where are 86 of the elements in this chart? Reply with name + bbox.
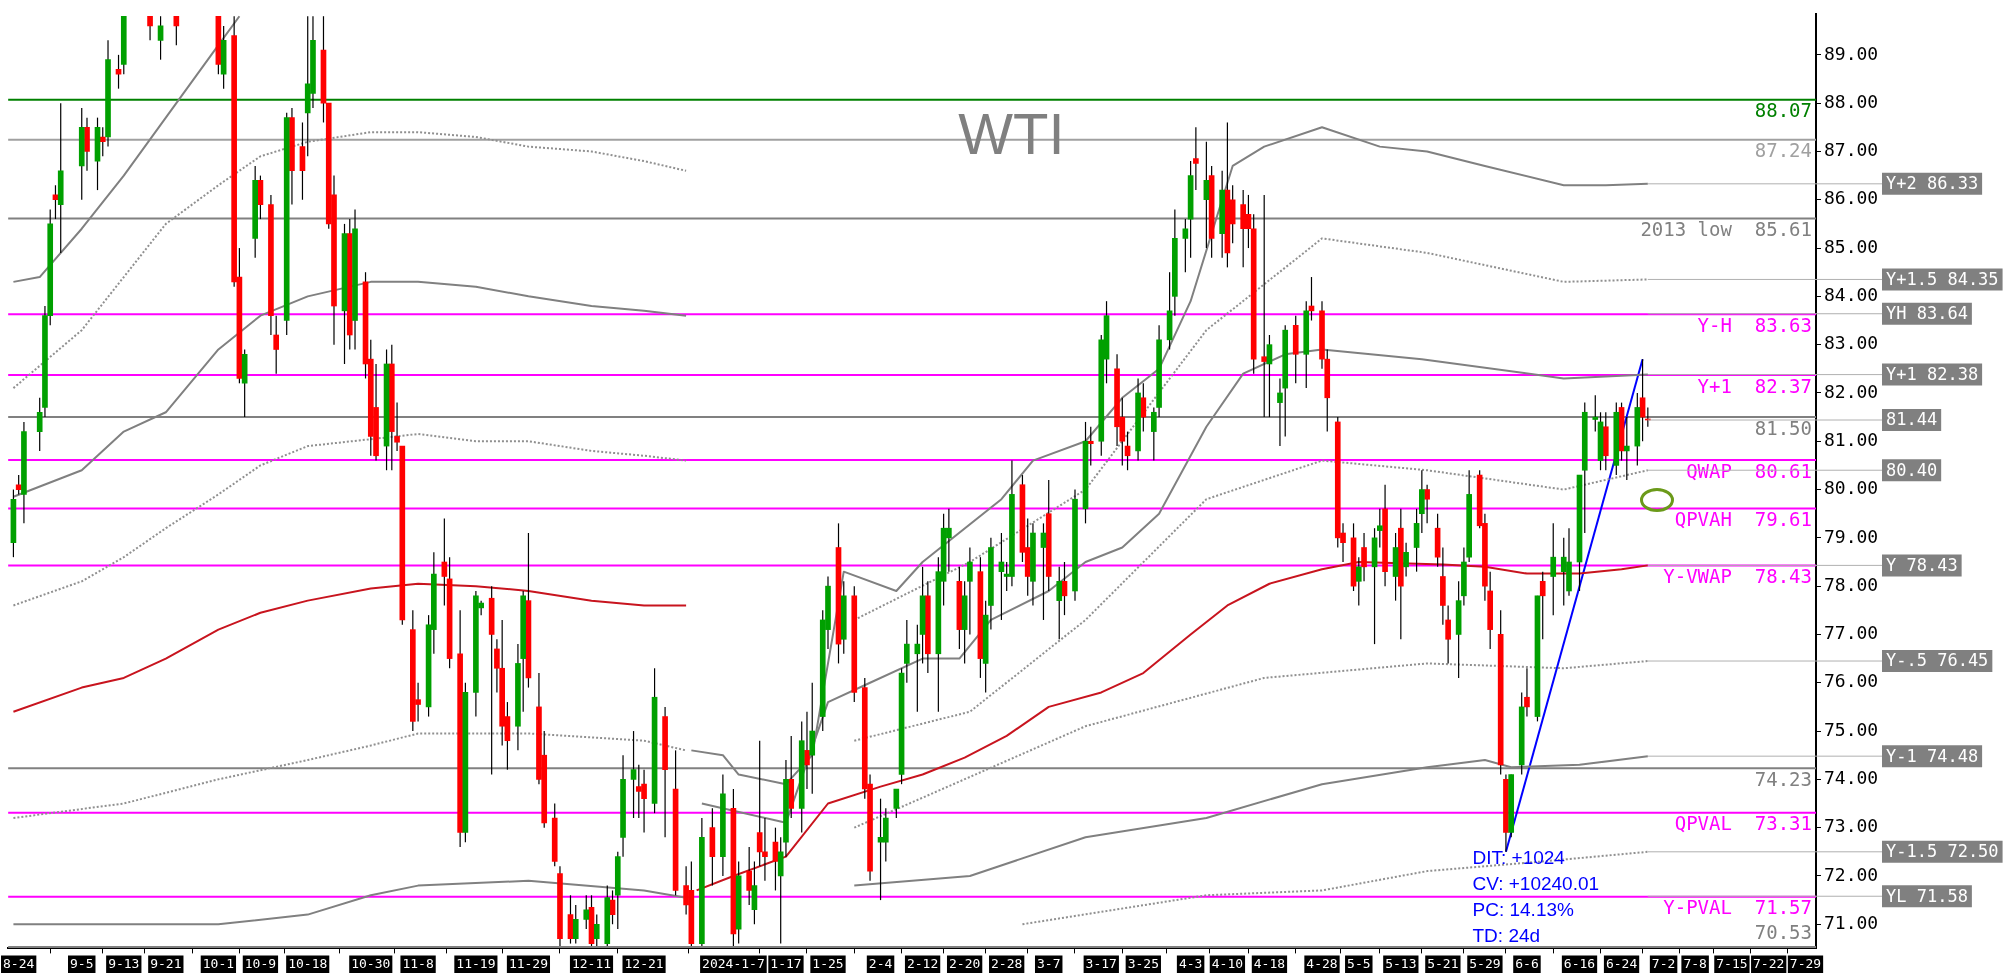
- x-tick-label: 6-16: [1563, 955, 1596, 971]
- annotation: Y+2 86.33: [1886, 173, 1979, 194]
- x-tick-label: 2-28: [991, 955, 1023, 971]
- x-tick-label: 7-15: [1716, 955, 1748, 971]
- x-tick-label: 2-20: [948, 955, 981, 971]
- x-tick-label: 4-3: [1178, 955, 1203, 971]
- x-tick-label: 7-8: [1683, 955, 1707, 971]
- ref-line-label: 2013 low 85.61: [1640, 218, 1812, 241]
- y-tick-label: 71.00: [1824, 911, 1879, 933]
- y-tick-label: 80.00: [1824, 477, 1879, 499]
- x-tick-label: 6-6: [1515, 955, 1539, 971]
- annotation: TD: 24d: [1472, 925, 1541, 947]
- x-tick-label: 8-24: [3, 955, 35, 971]
- ref-line-label: QWAP 80.61: [1686, 459, 1812, 482]
- y-tick-label: 81.00: [1824, 428, 1879, 450]
- annotation: Y-1 74.48: [1886, 745, 1979, 766]
- x-tick-label: 1-25: [812, 955, 844, 971]
- ref-line-label: 87.24: [1754, 139, 1812, 162]
- x-tick-label: 10-18: [288, 955, 328, 971]
- y-tick-label: 88.00: [1824, 90, 1879, 112]
- x-tick-label: 6-24: [1605, 955, 1638, 971]
- annotation: CV: +10240.01: [1472, 873, 1600, 895]
- x-tick-label: 7-2: [1651, 955, 1676, 971]
- x-tick-label: 9-21: [150, 955, 182, 971]
- x-tick-label: 5-21: [1427, 955, 1459, 971]
- x-tick-label: 10-1: [202, 955, 235, 971]
- ref-line-label: Y-PVAL 71.57: [1663, 896, 1812, 919]
- y-tick-label: 75.00: [1824, 718, 1879, 740]
- ref-line-label: 70.53: [1754, 921, 1812, 944]
- ref-line-label: QPVAL 73.31: [1674, 812, 1812, 835]
- x-tick-label: 1-17: [770, 955, 802, 971]
- x-tick-label: 10-9: [244, 955, 277, 971]
- x-tick-label: 3-17: [1085, 955, 1117, 971]
- y-tick-label: 89.00: [1824, 42, 1879, 64]
- annotation: Y 78.43: [1886, 554, 1958, 575]
- x-tick-label: 9-5: [70, 955, 94, 971]
- y-tick-label: 85.00: [1824, 235, 1879, 257]
- annotation: Y+1.5 84.35: [1886, 268, 1999, 289]
- y-tick-label: 82.00: [1824, 380, 1879, 402]
- x-tick-label: 11-29: [508, 955, 549, 971]
- x-tick-label: 7-29: [1789, 955, 1822, 971]
- ref-line-label: 88.07: [1754, 99, 1812, 122]
- x-tick-label: 9-13: [108, 955, 140, 971]
- y-tick-label: 74.00: [1824, 767, 1879, 789]
- x-tick-label: 11-8: [402, 955, 434, 971]
- x-tick-label: 4-18: [1253, 955, 1286, 971]
- ref-line-label: QPVAH 79.61: [1674, 507, 1812, 530]
- annotation: YL 71.58: [1886, 885, 1968, 906]
- annotation: Y-.5 76.45: [1886, 650, 1989, 671]
- ref-line-label: 81.50: [1754, 416, 1812, 439]
- ref-line-label: Y+1 82.37: [1697, 374, 1812, 397]
- y-tick-label: 87.00: [1824, 139, 1879, 161]
- annotation: PC: 14.13%: [1472, 899, 1575, 921]
- y-tick-label: 76.00: [1824, 670, 1879, 692]
- annotation: 80.40: [1886, 459, 1938, 480]
- x-tick-label: 5-5: [1347, 955, 1371, 971]
- y-tick-label: 86.00: [1824, 187, 1879, 209]
- ref-line-label: Y-H 83.63: [1697, 313, 1812, 336]
- x-tick-label: 5-13: [1385, 955, 1417, 971]
- annotation: DIT: +1024: [1472, 847, 1566, 869]
- y-tick-label: 84.00: [1824, 284, 1879, 306]
- x-tick-label: 11-19: [456, 955, 496, 971]
- x-tick-label: 5-29: [1469, 955, 1501, 971]
- x-tick-label: 2-12: [906, 955, 939, 971]
- x-tick-label: 10-30: [351, 955, 391, 971]
- x-tick-label: 12-21: [624, 955, 664, 971]
- ref-line-label: Y-VWAP 78.43: [1663, 564, 1812, 587]
- y-tick-label: 72.00: [1824, 863, 1879, 885]
- annotation: 81.44: [1886, 409, 1938, 430]
- ref-line-label: 74.23: [1754, 767, 1812, 790]
- annotation: Y-1.5 72.50: [1886, 841, 1999, 862]
- x-tick-label: 4-28: [1306, 955, 1338, 971]
- y-tick-label: 79.00: [1824, 525, 1879, 547]
- y-tick-label: 83.00: [1824, 332, 1879, 354]
- y-tick-label: 78.00: [1824, 573, 1879, 595]
- x-tick-label: 12-11: [571, 955, 612, 971]
- x-tick-label: 2-4: [868, 955, 893, 971]
- y-tick-label: 73.00: [1824, 815, 1879, 837]
- x-tick-label: 4-10: [1211, 955, 1244, 971]
- x-tick-label: 2024-1-7: [702, 955, 765, 971]
- annotation: Y+1 82.38: [1886, 364, 1979, 385]
- annotation: YH 83.64: [1886, 303, 1968, 324]
- x-tick-label: 3-7: [1036, 955, 1061, 971]
- x-tick-label: 3-25: [1127, 955, 1159, 971]
- y-tick-label: 77.00: [1824, 622, 1879, 644]
- x-tick-label: 7-22: [1753, 955, 1785, 971]
